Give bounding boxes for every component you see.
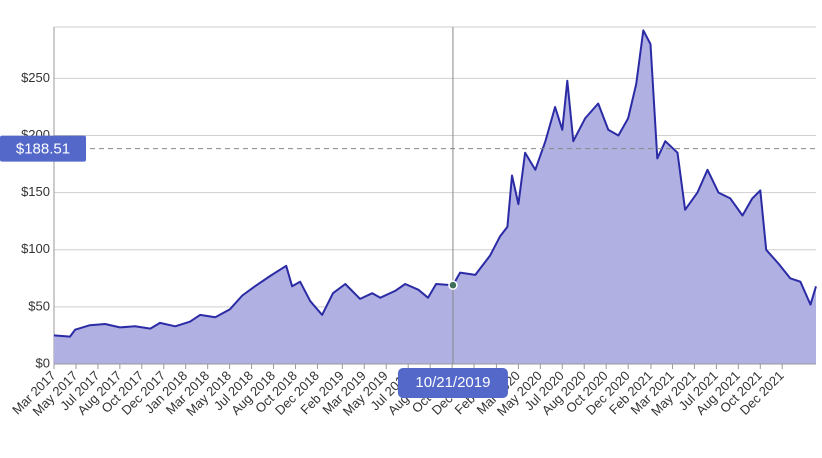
y-tick-label: $50 — [28, 298, 50, 313]
x-crosshair-label: 10/21/2019 — [415, 374, 490, 391]
y-crosshair-badge — [0, 135, 86, 162]
x-crosshair-badge — [397, 368, 508, 398]
area-fill — [54, 30, 816, 365]
y-tick-label: $250 — [21, 70, 50, 85]
y-tick-label: $150 — [21, 184, 50, 199]
y-tick-label: $100 — [21, 241, 50, 256]
y-tick-label: $0 — [36, 355, 50, 370]
price-line — [53, 29, 817, 338]
y-crosshair-label: $188.51 — [16, 141, 70, 158]
hover-point — [448, 280, 458, 290]
